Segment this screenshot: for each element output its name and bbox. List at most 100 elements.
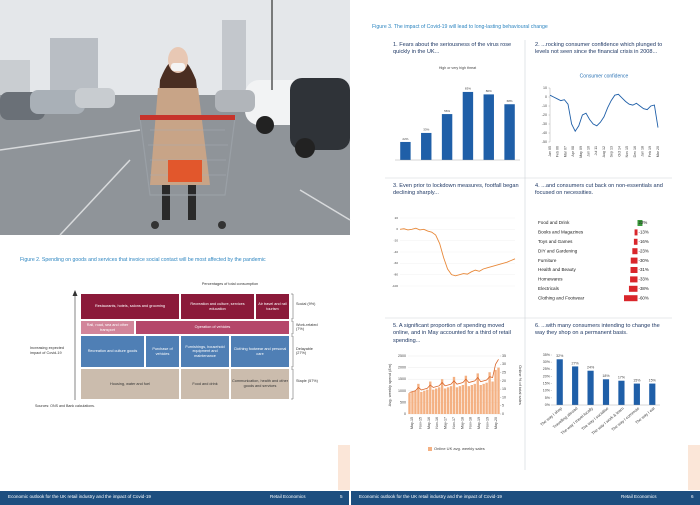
y-tick-label: -10 xyxy=(542,104,547,108)
category-cell: Clothing footwear and personal care xyxy=(230,335,290,368)
bar xyxy=(630,257,638,264)
figure-title: Figure 2. Spending on goods and services… xyxy=(20,257,266,263)
y-tick-label: -60 xyxy=(394,261,399,265)
x-tick-label: Jan 18 xyxy=(641,146,645,157)
bar xyxy=(602,379,610,405)
y2-tick-label: 35 xyxy=(502,354,506,358)
category-cell: Food and drink xyxy=(180,368,230,400)
bar xyxy=(637,220,643,226)
bar xyxy=(435,388,438,414)
bar xyxy=(479,385,482,414)
bar xyxy=(449,386,453,414)
group-label: Delayable (27%) xyxy=(296,346,313,356)
y-tick-label: -50 xyxy=(542,140,547,144)
value-label: 22% xyxy=(639,220,648,225)
x-tick-label: Feb 06 xyxy=(556,146,560,157)
bar xyxy=(624,295,638,302)
value-label: -33% xyxy=(639,277,649,282)
bar xyxy=(421,132,432,160)
value-label: 17% xyxy=(618,376,626,380)
value-label: 80% xyxy=(486,89,492,93)
bar xyxy=(411,391,414,414)
x-tick-label: Sep 13 xyxy=(610,146,614,157)
category-cell: Rail, road, sea and other transport xyxy=(80,320,135,335)
value-label: -31% xyxy=(639,267,649,272)
category-cell: Purchase of vehicles xyxy=(145,335,180,368)
y2-tick-label: 20 xyxy=(502,379,506,383)
value-label: 32% xyxy=(556,354,564,358)
bar xyxy=(432,389,435,414)
bar xyxy=(649,383,656,405)
y2-axis-label: Online % of total sales xyxy=(518,365,523,405)
x-tick-label: May-17 xyxy=(444,417,448,429)
value-label: 22% xyxy=(402,137,408,141)
bar xyxy=(485,382,488,414)
chart-title: Consumer confidence xyxy=(580,73,629,79)
x-tick-label: Jun 10 xyxy=(587,146,591,157)
category-cell: Housing, water and fuel xyxy=(80,368,180,400)
y-tick-label: 1000 xyxy=(398,389,406,393)
figure-header: Percentages of total consumption xyxy=(201,282,259,286)
value-label: 83% xyxy=(465,87,471,91)
footer-bar xyxy=(351,491,700,505)
line xyxy=(409,359,499,393)
category-label: DIY and Gardening xyxy=(538,248,578,253)
x-tick-label: Nov-16 xyxy=(435,417,439,429)
bar xyxy=(556,359,563,405)
bar xyxy=(414,390,417,414)
category-cell: Furnishings, household equipment and mai… xyxy=(180,335,230,368)
y-tick-label: 20% xyxy=(543,374,551,378)
y-tick-label: 10 xyxy=(543,86,547,90)
category-cell: Operation of vehicles xyxy=(135,320,290,335)
value-label: 27% xyxy=(572,361,580,365)
y-tick-label: 25% xyxy=(543,367,551,371)
bar xyxy=(504,104,515,160)
y-tick-label: -20 xyxy=(394,238,399,242)
group-label: Social (9%) xyxy=(296,301,316,306)
panel-heading: 5. A significant proportion of spending … xyxy=(393,323,511,344)
y2-tick-label: 5 xyxy=(502,404,504,408)
value-label: -38% xyxy=(639,286,649,291)
bar xyxy=(497,367,500,414)
bar xyxy=(483,94,494,160)
category-label: Electricals xyxy=(538,286,560,291)
bar xyxy=(462,91,474,160)
y-tick-label: 10% xyxy=(543,389,551,393)
bracket xyxy=(291,293,294,320)
bar xyxy=(408,393,411,414)
bar xyxy=(634,229,638,236)
bracket xyxy=(291,320,294,335)
bar xyxy=(440,379,444,414)
line xyxy=(549,93,659,133)
bar xyxy=(473,383,476,414)
value-label: -13% xyxy=(639,230,649,235)
y-tick-label: -20 xyxy=(542,113,547,117)
y-tick-label: 20 xyxy=(395,216,399,220)
x-tick-label: May-15 xyxy=(410,417,414,429)
source: Sources: ONS and Bank calculations. xyxy=(35,404,95,408)
bar xyxy=(458,386,462,414)
category-label: Health and Beauty xyxy=(538,267,577,272)
axis-label: Increasing expected impact of Covid-19 xyxy=(30,346,64,355)
category-cell: Recreation and culture, services educati… xyxy=(180,293,255,320)
legend-swatch xyxy=(428,447,432,451)
value-label: 24% xyxy=(587,366,595,370)
y-tick-label: 0 xyxy=(396,227,398,231)
y-tick-label: 0% xyxy=(545,403,551,407)
arrow-head xyxy=(72,290,78,296)
x-tick-label: May-20 xyxy=(494,417,498,429)
y-axis-label: Avg. weekly spend (£m) xyxy=(387,363,392,406)
bar xyxy=(632,248,638,255)
x-tick-label: Mar 07 xyxy=(563,146,567,157)
bar xyxy=(452,376,456,414)
bar xyxy=(491,381,494,414)
panel-heading: 1. Fears about the seriousness of the vi… xyxy=(393,42,512,56)
x-tick-label: Nov-17 xyxy=(452,417,456,429)
figure-title: Figure 3. The impact of Covid-19 will le… xyxy=(372,24,548,30)
y2-tick-label: 30 xyxy=(502,362,506,366)
bar xyxy=(400,141,411,160)
x-tick-label: Dec 16 xyxy=(633,146,637,157)
x-tick-label: May-16 xyxy=(427,417,431,429)
category-cell: Air travel and rail tourism xyxy=(255,293,290,320)
